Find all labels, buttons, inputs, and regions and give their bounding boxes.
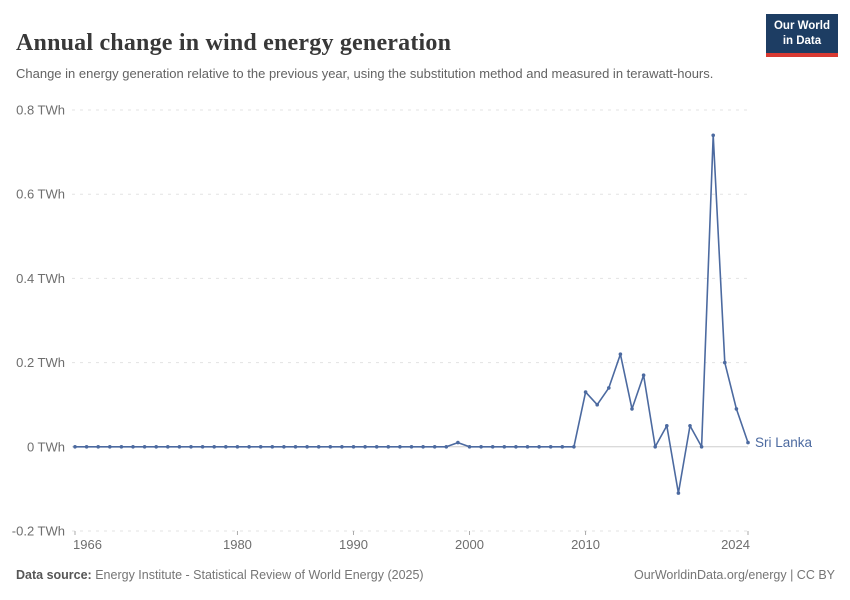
- data-point: [548, 445, 553, 449]
- data-point: [699, 445, 704, 449]
- data-point: [189, 445, 193, 449]
- data-point: [479, 445, 483, 449]
- data-point: [84, 445, 89, 449]
- data-point: [688, 424, 692, 428]
- data-point: [340, 445, 344, 449]
- gridlines: [72, 109, 749, 535]
- x-axis-label: 2024: [721, 537, 750, 552]
- data-point: [467, 445, 472, 449]
- data-point: [583, 390, 588, 394]
- data-point: [363, 445, 367, 449]
- data-point: [224, 445, 228, 449]
- series-label[interactable]: Sri Lanka: [755, 435, 813, 450]
- data-point: [456, 440, 460, 445]
- data-point: [282, 445, 286, 449]
- data-point: [630, 407, 634, 411]
- chart-subtitle: Change in energy generation relative to …: [16, 66, 714, 81]
- x-axis-label: 1980: [223, 537, 252, 552]
- data-point: [398, 445, 402, 449]
- data-point: [351, 445, 356, 449]
- data-point: [525, 445, 530, 449]
- data-point: [711, 133, 715, 138]
- data-point: [374, 445, 379, 449]
- data-point: [293, 445, 298, 449]
- data-point: [119, 445, 124, 449]
- data-point: [421, 445, 425, 449]
- data-point: [537, 445, 541, 449]
- data-point: [212, 445, 216, 449]
- chart-footer: Data source: Energy Institute - Statisti…: [16, 568, 835, 582]
- data-point: [723, 360, 727, 365]
- data-point: [305, 445, 309, 449]
- y-axis-label: 0.8 TWh: [16, 103, 65, 118]
- data-point: [154, 445, 158, 449]
- data-line[interactable]: [75, 134, 749, 494]
- data-point: [490, 445, 495, 449]
- data-point: [595, 402, 599, 407]
- x-axis-label: 1990: [339, 537, 368, 552]
- y-axis-label: 0.2 TWh: [16, 355, 65, 370]
- data-points[interactable]: [73, 133, 750, 495]
- data-point: [746, 440, 750, 445]
- data-point: [200, 445, 205, 449]
- data-point: [734, 407, 739, 411]
- data-source: Data source: Energy Institute - Statisti…: [16, 568, 424, 582]
- x-axis-label: 1966: [73, 537, 102, 552]
- x-axis-label: 2010: [571, 537, 600, 552]
- y-axis-label: -0.2 TWh: [12, 524, 65, 539]
- data-point: [572, 445, 576, 449]
- data-point: [641, 373, 646, 378]
- data-point: [432, 445, 437, 449]
- data-point: [108, 445, 112, 449]
- data-point: [177, 445, 182, 449]
- data-point: [409, 445, 414, 449]
- data-point: [96, 445, 100, 449]
- data-point: [514, 445, 518, 449]
- data-point: [502, 445, 507, 449]
- data-point: [247, 445, 251, 449]
- data-point: [235, 445, 240, 449]
- data-point: [665, 424, 669, 428]
- data-source-text: Energy Institute - Statistical Review of…: [91, 568, 424, 582]
- data-point: [676, 491, 681, 495]
- data-point: [444, 445, 449, 449]
- y-axis-label: 0.4 TWh: [16, 271, 65, 286]
- axis-labels: 0.8 TWh 0.6 TWh 0.4 TWh 0.2 TWh 0 TWh -0.2 TW…: [12, 103, 750, 553]
- data-point: [316, 445, 321, 449]
- data-point: [142, 445, 147, 449]
- data-point: [131, 445, 135, 449]
- data-source-label: Data source:: [16, 568, 92, 582]
- data-point: [560, 445, 565, 449]
- y-axis-label: 0.6 TWh: [16, 187, 65, 202]
- data-point: [258, 445, 263, 449]
- owid-logo-line2: in Data: [782, 34, 822, 47]
- data-point: [386, 445, 391, 449]
- page-title: Annual change in wind energy generation: [16, 30, 452, 57]
- owid-logo[interactable]: Our World in Data: [765, 14, 838, 57]
- data-point: [73, 445, 77, 449]
- license-link[interactable]: OurWorldinData.org/energy | CC BY: [633, 568, 835, 582]
- data-point: [607, 386, 611, 390]
- data-point: [618, 352, 623, 357]
- y-axis-label: 0 TWh: [27, 439, 65, 454]
- data-point: [166, 445, 170, 449]
- data-point: [328, 445, 333, 449]
- data-point: [270, 445, 275, 449]
- x-axis-label: 2000: [455, 537, 484, 552]
- owid-logo-line1: Our World: [773, 20, 830, 32]
- data-point: [653, 445, 657, 449]
